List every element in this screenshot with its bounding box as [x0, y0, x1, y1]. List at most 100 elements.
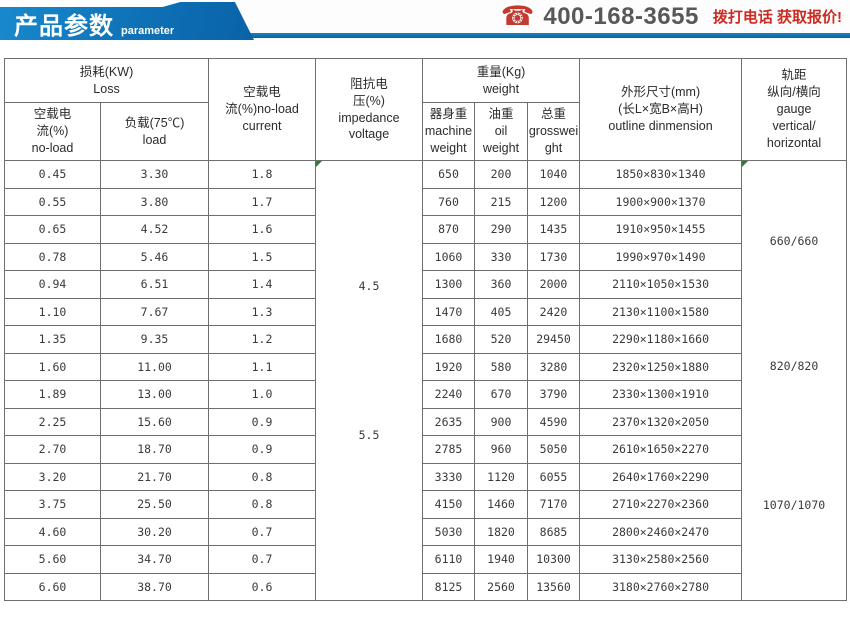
table-cell: 650 [422, 160, 475, 189]
table-cell: 580 [474, 352, 528, 381]
table-cell: 2610×1650×2270 [579, 435, 743, 464]
table-row: 3.75 25.50 0.8 4150 1460 7170 2710×2270×2360 [4, 490, 847, 519]
table-cell: 1900×900×1370 [579, 187, 743, 216]
table-cell: 2240 [422, 380, 475, 409]
telephone-icon: ☎ [500, 1, 535, 31]
table-cell: 5030 [422, 517, 475, 546]
table-cell: 1.35 [4, 325, 101, 354]
gauge-cell-value: 660/660 [769, 233, 819, 248]
table-cell: 520 [474, 325, 528, 354]
table-cell: 1990×970×1490 [579, 242, 743, 271]
header-outline-dimension: 外形尺寸(mm) (长L×宽B×高H) outline dinmension [579, 58, 743, 161]
header-no-load-loss: 空载电 流(%) no-load [4, 102, 101, 161]
green-flag-icon [742, 161, 749, 167]
table-cell: 7170 [526, 490, 581, 519]
table-cell: 2290×1180×1660 [579, 325, 743, 354]
header-impedance-voltage: 阻抗电 压(%) impedance voltage [315, 58, 423, 161]
table-cell: 330 [474, 242, 528, 271]
table-cell: 1470 [422, 297, 475, 326]
table-row: 0.94 6.51 1.4 1300 360 2000 2110×1050×1530 [4, 270, 847, 299]
table-row: 1.10 7.67 1.3 1470 405 2420 2130×1100×1580 [4, 297, 847, 326]
table-cell: 1200 [526, 187, 581, 216]
table-cell: 200 [474, 160, 528, 189]
table-row: 6.60 38.70 0.6 8125 2560 13560 3180×2760×2780 [4, 572, 847, 601]
table-cell: 0.9 [208, 407, 316, 436]
table-cell: 3180×2760×2780 [579, 572, 743, 601]
green-flag-icon [316, 161, 322, 167]
table-cell: 0.6 [208, 572, 316, 601]
table-cell: 1.5 [208, 242, 316, 271]
table-row: 0.45 3.30 1.8 4.5 5.5 650 200 1040 1850×830×1340… [4, 160, 848, 601]
table-cell: 215 [474, 187, 528, 216]
table-cell: 4150 [422, 490, 475, 519]
table-cell: 0.7 [208, 517, 316, 546]
impedance-cell-value: 4.5 [358, 278, 380, 293]
table-cell: 5.60 [4, 545, 101, 574]
table-cell: 18.70 [100, 435, 209, 464]
impedance-cell-value: 5.5 [358, 428, 380, 443]
table-cell: 2.25 [4, 407, 101, 436]
table-cell: 0.55 [4, 187, 101, 216]
table-cell: 13560 [526, 572, 581, 601]
table-cell: 0.8 [208, 490, 316, 519]
table-cell: 2785 [422, 435, 475, 464]
table-cell: 290 [474, 215, 528, 244]
table-row: 2.70 18.70 0.9 2785 960 5050 2610×1650×2270 [4, 435, 847, 464]
header-machine-weight: 器身重 machine weight [422, 102, 475, 161]
table-cell: 1060 [422, 242, 475, 271]
header-group-row: 损耗(KW) Loss 空载电 流(%)no-load current 阻抗电 … [4, 58, 848, 161]
header-no-load-current: 空载电 流(%)no-load current [208, 58, 316, 161]
table-cell: 360 [474, 270, 528, 299]
table-cell: 13.00 [100, 380, 209, 409]
table-cell: 760 [422, 187, 475, 216]
table-cell: 0.65 [4, 215, 101, 244]
table-cell: 2420 [526, 297, 581, 326]
table-cell: 1120 [474, 462, 528, 491]
table-cell: 3.30 [100, 160, 209, 189]
table-cell: 5.46 [100, 242, 209, 271]
table-cell: 11.00 [100, 352, 209, 381]
table-row: 0.78 5.46 1.5 1060 330 1730 1990×970×1490 [4, 242, 847, 271]
table-cell: 3330 [422, 462, 475, 491]
table-row: 1.35 9.35 1.2 1680 520 29450 2290×1180×1660 [4, 325, 847, 354]
table-cell: 900 [474, 407, 528, 436]
table-cell: 1.10 [4, 297, 101, 326]
table-cell: 38.70 [100, 572, 209, 601]
table-cell: 4.60 [4, 517, 101, 546]
header-loss-group: 损耗(KW) Loss [4, 58, 209, 103]
gauge-cell: 660/660 820/820 1070/1070 [741, 160, 848, 601]
table-row: 1.89 13.00 1.0 2240 670 3790 2330×1300×1910 [4, 380, 847, 409]
header-sub-row: 空载电 流(%) no-load 负载(75℃) load 器身重 machin… [4, 102, 847, 161]
phone-block: ☎ 400-168-3655 拨打电话 获取报价! [501, 0, 842, 33]
table-cell: 670 [474, 380, 528, 409]
page-subtitle: parameter [121, 25, 175, 37]
table-cell: 870 [422, 215, 475, 244]
table-cell: 1.8 [208, 160, 316, 189]
page-title: 产品参数 [14, 13, 114, 40]
table-cell: 2370×1320×2050 [579, 407, 743, 436]
table-cell: 3130×2580×2560 [579, 545, 743, 574]
table-cell: 405 [474, 297, 528, 326]
table-cell: 1.0 [208, 380, 316, 409]
page-banner: 产品参数 parameter ☎ 400-168-3655 拨打电话 获取报价! [0, 0, 850, 42]
impedance-cell: 4.5 5.5 [315, 160, 423, 601]
table-cell: 2635 [422, 407, 475, 436]
table-row: 3.20 21.70 0.8 3330 1120 6055 2640×1760×2290 [4, 462, 847, 491]
table-cell: 29450 [526, 325, 581, 354]
table-cell: 1460 [474, 490, 528, 519]
table-cell: 2710×2270×2360 [579, 490, 743, 519]
product-parameter-table: 损耗(KW) Loss 空载电 流(%)no-load current 阻抗电 … [4, 58, 848, 601]
header-load-loss: 负载(75℃) load [100, 102, 209, 161]
table-cell: 960 [474, 435, 528, 464]
table-cell: 2130×1100×1580 [579, 297, 743, 326]
table-cell: 2320×1250×1880 [579, 352, 743, 381]
banner-ribbon: 产品参数 parameter [0, 2, 254, 40]
table-cell: 0.8 [208, 462, 316, 491]
table-cell: 7.67 [100, 297, 209, 326]
table-cell: 1.1 [208, 352, 316, 381]
table-cell: 8685 [526, 517, 581, 546]
table-cell: 1680 [422, 325, 475, 354]
table-cell: 2110×1050×1530 [579, 270, 743, 299]
table-cell: 2560 [474, 572, 528, 601]
table-cell: 5050 [526, 435, 581, 464]
